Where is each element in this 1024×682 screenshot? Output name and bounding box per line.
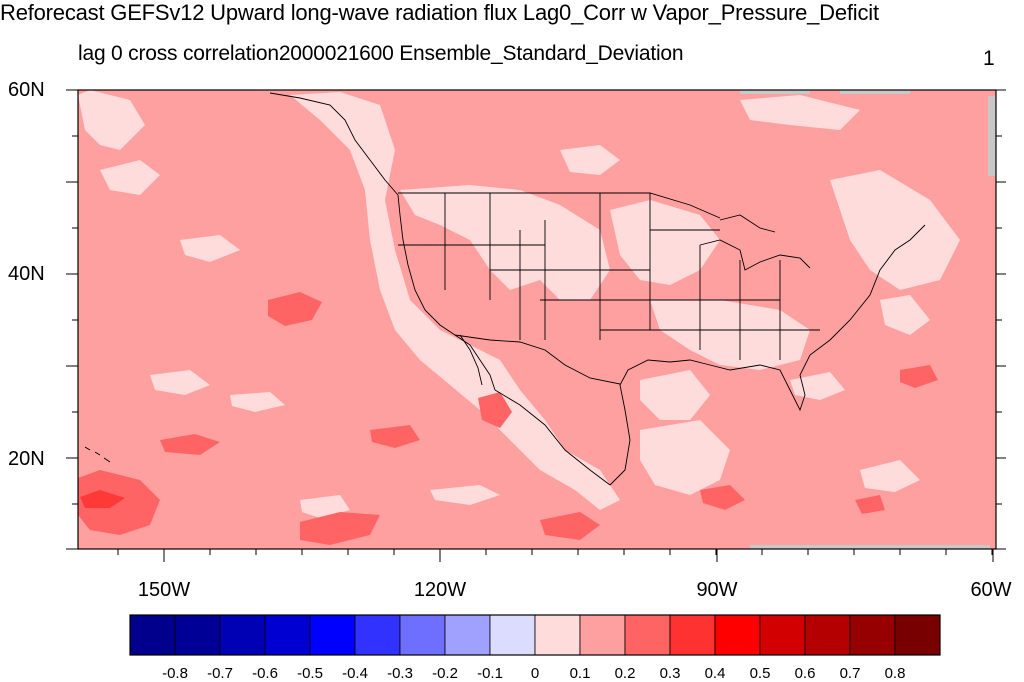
lon-label-150w: 150W xyxy=(137,579,191,601)
correlation-field xyxy=(78,90,996,549)
moderate-positive-patch xyxy=(540,512,600,540)
colorbar-swatch xyxy=(444,614,491,656)
moderate-positive-patch xyxy=(855,495,885,514)
weak-positive-patch xyxy=(790,372,845,400)
weak-positive-patch xyxy=(740,95,860,130)
plot-subtitle: lag 0 cross correlation2000021600 Ensemb… xyxy=(78,42,684,65)
colorbar-swatch xyxy=(579,614,626,656)
colorbar-tick-label: 0.1 xyxy=(569,665,591,682)
colorbar-swatch xyxy=(759,614,806,656)
axis-ticks xyxy=(66,89,1006,562)
weak-positive-patch xyxy=(860,460,920,492)
colorbar xyxy=(129,614,941,656)
coastline xyxy=(398,229,820,331)
weak-positive-patch xyxy=(150,370,210,395)
colorbar-tick-label: -0.7 xyxy=(207,665,233,682)
weak-positive-patch xyxy=(430,485,500,505)
corner-label: 1 xyxy=(983,47,995,70)
colorbar-tick-label: 0.4 xyxy=(704,665,726,682)
moderate-positive-patch xyxy=(700,485,745,510)
colorbar-tick-label: 0.7 xyxy=(839,665,861,682)
missing-data-strip xyxy=(740,90,810,94)
colorbar-tick-label: -0.5 xyxy=(297,665,323,682)
missing-data-strip xyxy=(750,545,990,549)
colorbar-swatch xyxy=(309,614,356,656)
coastline xyxy=(459,334,496,391)
coastline xyxy=(269,92,471,346)
colorbar-tick-label: 0.5 xyxy=(749,665,771,682)
coastline xyxy=(84,446,111,463)
lat-label-60n: 60N xyxy=(8,79,45,101)
weak-positive-patch xyxy=(610,200,720,285)
weak-positive-patch xyxy=(180,235,240,262)
colorbar-tick-label: -0.1 xyxy=(477,665,503,682)
colorbar-tick-label: 0 xyxy=(530,665,540,682)
missing-data-strip xyxy=(988,96,996,176)
colorbar-tick-label: -0.4 xyxy=(342,665,368,682)
coastline xyxy=(699,214,811,271)
moderate-positive-patch xyxy=(478,392,512,428)
field-patches xyxy=(78,90,996,549)
weak-positive-patch xyxy=(650,300,810,370)
lon-label-90w: 90W xyxy=(696,579,738,601)
colorbar-swatch xyxy=(534,614,581,656)
moderate-positive-patch xyxy=(900,365,938,388)
field-background xyxy=(78,90,996,549)
moderate-positive-patch xyxy=(78,470,160,535)
colorbar-swatch xyxy=(849,614,896,656)
colorbar-swatch xyxy=(264,614,311,656)
moderate-positive-patch xyxy=(160,434,220,455)
coastline xyxy=(454,334,621,385)
colorbar-swatch xyxy=(129,614,176,656)
colorbar-swatch xyxy=(714,614,761,656)
coastline xyxy=(494,389,611,486)
colorbar-swatch xyxy=(669,614,716,656)
colorbar-tick-label: 0.2 xyxy=(614,665,636,682)
weak-positive-patch xyxy=(880,295,930,335)
coastlines-and-borders xyxy=(84,92,926,486)
colorbar-tick-label: 0.6 xyxy=(794,665,816,682)
colorbar-tick-label: -0.2 xyxy=(432,665,458,682)
weak-positive-patch xyxy=(640,370,710,420)
colorbar-frame xyxy=(129,614,941,656)
lat-label-40n: 40N xyxy=(8,263,45,285)
weak-positive-patch xyxy=(78,90,145,150)
lon-label-60w: 60W xyxy=(970,579,1012,601)
strong-positive-patch xyxy=(80,490,125,508)
weak-positive-patch xyxy=(560,145,620,175)
moderate-positive-patch xyxy=(370,425,420,448)
colorbar-swatch xyxy=(894,614,941,656)
weak-positive-patch xyxy=(830,170,960,290)
plot-title: Reforecast GEFSv12 Upward long-wave radi… xyxy=(0,0,879,25)
colorbar-swatch xyxy=(624,614,671,656)
coastline xyxy=(609,224,926,486)
weak-positive-patch xyxy=(230,392,285,412)
weak-positive-patch xyxy=(290,92,620,510)
weak-positive-patch xyxy=(640,420,730,495)
lat-label-20n: 20N xyxy=(8,448,45,470)
colorbar-tick-label: 0.3 xyxy=(659,665,681,682)
colorbar-tick-label: -0.8 xyxy=(162,665,188,682)
missing-data-strip xyxy=(840,90,910,94)
coastline xyxy=(444,193,781,360)
weak-positive-patch xyxy=(400,185,610,300)
colorbar-swatch xyxy=(174,614,221,656)
colorbar-swatch xyxy=(804,614,851,656)
colorbar-swatch xyxy=(399,614,446,656)
colorbar-tick-label: 0.8 xyxy=(884,665,906,682)
lon-label-120w: 120W xyxy=(413,579,467,601)
moderate-positive-patch xyxy=(300,512,380,545)
colorbar-tick-label: -0.6 xyxy=(252,665,278,682)
moderate-positive-patch xyxy=(268,292,322,326)
colorbar-swatch xyxy=(219,614,266,656)
colorbar-tick-label: -0.3 xyxy=(387,665,413,682)
colorbar-swatch xyxy=(489,614,536,656)
colorbar-swatch xyxy=(354,614,401,656)
weak-positive-patch xyxy=(300,495,350,518)
weak-positive-patch xyxy=(100,160,160,195)
